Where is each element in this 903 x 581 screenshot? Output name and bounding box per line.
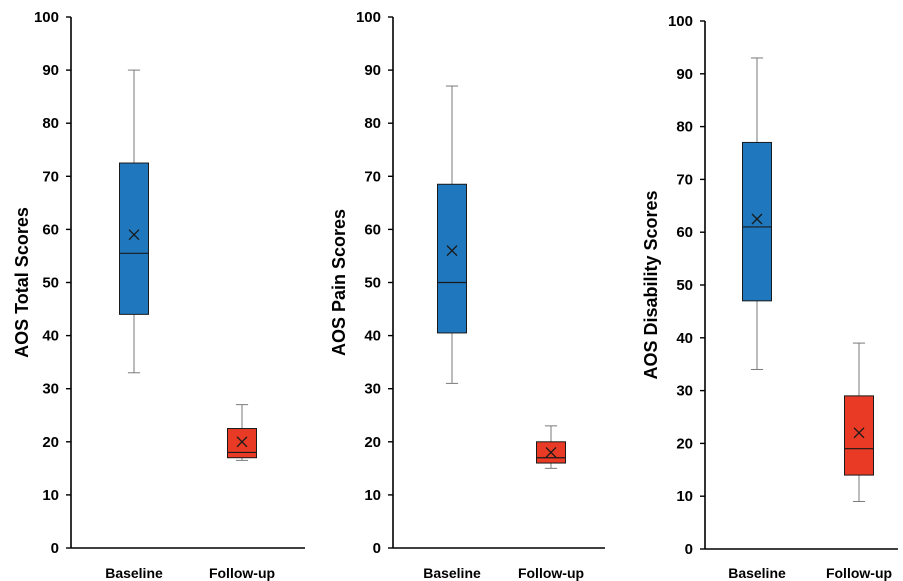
- box-baseline: [437, 85, 467, 384]
- box-follow-up: [227, 404, 257, 461]
- y-axis-label: AOS Pain Scores: [329, 209, 349, 356]
- y-tick-label: 20: [676, 435, 693, 452]
- x-category-label: Follow-up: [518, 565, 584, 581]
- mean-marker: [545, 446, 557, 458]
- box-iqr: [437, 183, 467, 334]
- box-follow-up: [844, 342, 874, 502]
- y-tick-label: 30: [676, 383, 693, 400]
- y-tick-label: 0: [685, 541, 693, 558]
- y-tick-label: 90: [676, 66, 693, 83]
- y-tick-label: 70: [676, 171, 693, 188]
- y-tick-label: 30: [42, 381, 59, 398]
- y-tick-label: 10: [676, 488, 693, 505]
- y-tick-label: 70: [364, 168, 381, 185]
- box-baseline: [742, 57, 772, 370]
- y-tick-label: 40: [364, 328, 381, 345]
- mean-marker: [853, 427, 865, 439]
- y-tick-label: 20: [364, 434, 381, 451]
- y-tick-label: 100: [356, 9, 381, 26]
- chart-panel-3: 0 10 20 30 40 50 60 70 80 90 100 AOS Disability Sco…: [641, 13, 898, 581]
- y-tick-label: 0: [373, 540, 381, 557]
- y-tick-label: 80: [364, 115, 381, 132]
- y-tick-label: 0: [51, 540, 59, 557]
- x-category-label: Baseline: [423, 565, 481, 581]
- y-tick-label: 80: [42, 115, 59, 132]
- box-iqr: [742, 141, 772, 302]
- box-iqr: [119, 162, 149, 315]
- x-category-label: Baseline: [105, 565, 163, 581]
- y-tick-label: 90: [42, 62, 59, 79]
- box-iqr: [844, 395, 874, 476]
- chart-panel-2: 0 10 20 30 40 50 60 70 80 90 100 AOS Pain Scores Bas…: [329, 9, 605, 581]
- mean-marker: [128, 229, 140, 241]
- x-category-label: Baseline: [728, 565, 786, 581]
- y-tick-label: 10: [42, 487, 59, 504]
- y-tick-label: 10: [364, 487, 381, 504]
- box-iqr: [227, 428, 257, 459]
- y-axis-label: AOS Total Scores: [12, 207, 32, 358]
- y-tick-label: 60: [364, 221, 381, 238]
- mean-marker: [751, 213, 763, 225]
- y-tick-label: 100: [34, 9, 59, 26]
- mean-marker: [236, 436, 248, 448]
- x-category-label: Follow-up: [209, 565, 275, 581]
- y-tick-label: 50: [42, 275, 59, 292]
- box-baseline: [119, 69, 149, 374]
- y-tick-label: 30: [364, 381, 381, 398]
- y-tick-label: 60: [42, 221, 59, 238]
- y-tick-label: 40: [676, 330, 693, 347]
- y-tick-label: 40: [42, 328, 59, 345]
- y-axis-label: AOS Disability Scores: [641, 190, 661, 379]
- y-tick-label: 50: [676, 277, 693, 294]
- y-tick-label: 20: [42, 434, 59, 451]
- y-tick-label: 80: [676, 119, 693, 136]
- y-tick-label: 90: [364, 62, 381, 79]
- y-tick-label: 100: [668, 13, 693, 30]
- y-tick-label: 60: [676, 224, 693, 241]
- box-follow-up: [536, 425, 566, 469]
- x-category-label: Follow-up: [826, 565, 892, 581]
- y-tick-label: 50: [364, 275, 381, 292]
- mean-marker: [446, 245, 458, 257]
- chart-panel-1: 0 10 20 30 40 50 60 70 80 90 100 AOS Total Scores Ba…: [12, 9, 305, 581]
- y-tick-label: 70: [42, 168, 59, 185]
